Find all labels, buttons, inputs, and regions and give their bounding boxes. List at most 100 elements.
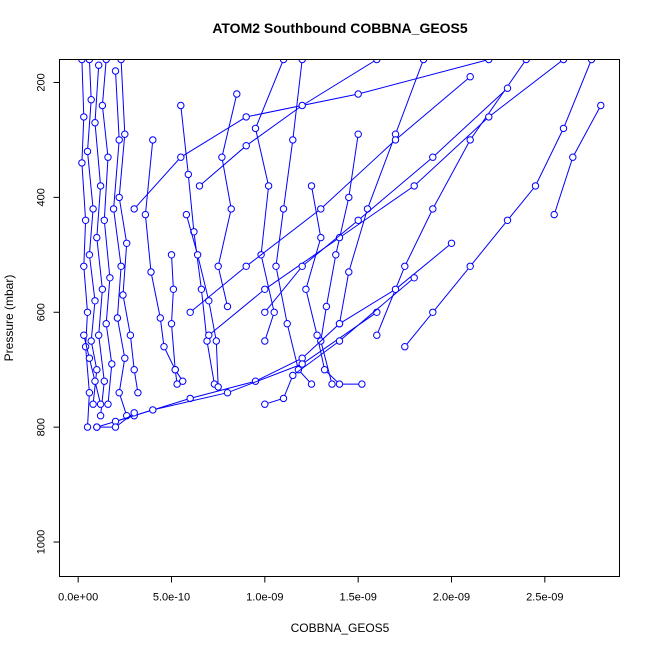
data-point xyxy=(113,314,122,322)
data-point xyxy=(317,205,325,213)
data-point xyxy=(197,285,206,293)
data-point xyxy=(121,354,129,362)
series-14 xyxy=(302,182,366,388)
data-point xyxy=(354,216,362,225)
data-point xyxy=(485,113,493,121)
data-point xyxy=(96,412,105,420)
data-point xyxy=(429,205,437,213)
data-point xyxy=(80,113,88,121)
data-point xyxy=(109,205,118,213)
data-point xyxy=(503,84,512,92)
data-point xyxy=(223,302,232,311)
data-point xyxy=(91,119,99,127)
data-point xyxy=(182,210,191,219)
data-point xyxy=(119,291,127,299)
data-point xyxy=(373,59,381,64)
series-line xyxy=(404,59,592,348)
data-point xyxy=(328,380,336,388)
data-point xyxy=(169,285,178,293)
series-10 xyxy=(182,210,222,391)
data-point xyxy=(106,274,114,282)
data-point xyxy=(335,233,344,242)
data-point xyxy=(96,400,105,408)
series-line xyxy=(275,59,312,385)
data-point xyxy=(279,205,288,213)
data-point xyxy=(401,262,409,270)
data-point xyxy=(345,268,353,276)
chart-title: ATOM2 Southbound COBBNA_GEOS5 xyxy=(212,20,468,36)
series-line xyxy=(101,59,113,405)
series-29 xyxy=(80,331,105,408)
data-point xyxy=(597,101,605,110)
series-23 xyxy=(186,73,474,316)
y-tick-label: 600 xyxy=(36,303,48,321)
data-point xyxy=(149,406,157,414)
data-point xyxy=(83,147,92,156)
data-point xyxy=(78,159,86,167)
data-point xyxy=(466,73,474,81)
data-point xyxy=(279,59,288,64)
series-line xyxy=(199,59,378,187)
data-point xyxy=(89,205,97,213)
data-point xyxy=(115,193,123,202)
data-point xyxy=(242,142,250,150)
data-point xyxy=(212,337,221,345)
data-point xyxy=(177,153,185,161)
data-point xyxy=(223,389,232,397)
data-point xyxy=(149,136,157,144)
data-point xyxy=(193,251,202,259)
series-27 xyxy=(261,274,418,408)
data-point xyxy=(184,170,193,179)
series-15 xyxy=(317,130,362,388)
y-axis-label: Pressure (mbar) xyxy=(2,275,16,362)
data-point xyxy=(179,377,187,385)
data-point xyxy=(98,285,107,293)
data-point xyxy=(298,360,306,368)
data-point xyxy=(294,366,303,374)
data-point xyxy=(111,423,120,431)
data-point xyxy=(335,320,344,328)
data-point xyxy=(302,285,310,293)
series-line xyxy=(376,59,527,336)
data-point xyxy=(78,59,86,64)
plot-area xyxy=(78,59,605,431)
data-point xyxy=(391,285,400,293)
series-11 xyxy=(214,90,241,311)
data-point xyxy=(89,400,97,408)
data-point xyxy=(186,308,194,316)
data-point xyxy=(559,59,568,64)
series-line xyxy=(553,105,602,215)
series-12 xyxy=(251,59,288,345)
x-tick-label: 2.0e-09 xyxy=(433,592,470,604)
data-point xyxy=(358,380,366,388)
series-22 xyxy=(195,59,381,190)
data-point xyxy=(173,380,181,388)
data-point xyxy=(298,101,306,110)
series-line xyxy=(94,65,105,416)
data-point xyxy=(261,400,269,408)
data-point xyxy=(102,59,110,64)
data-point xyxy=(354,130,362,138)
data-point xyxy=(298,262,306,270)
data-point xyxy=(205,331,213,339)
series-line xyxy=(180,105,215,385)
y-tick-label: 800 xyxy=(36,418,48,436)
data-point xyxy=(251,124,260,133)
data-point xyxy=(108,360,116,368)
series-line xyxy=(254,59,284,342)
data-point xyxy=(87,337,95,345)
data-point xyxy=(80,331,88,339)
data-point xyxy=(322,302,331,311)
data-point xyxy=(332,251,340,259)
data-point xyxy=(147,268,155,276)
series-line xyxy=(264,87,508,313)
data-point xyxy=(91,377,99,385)
data-point xyxy=(401,343,409,351)
data-point xyxy=(279,394,288,403)
data-point xyxy=(391,136,400,144)
series-6 xyxy=(115,59,142,397)
data-point xyxy=(104,400,112,408)
data-point xyxy=(313,331,321,339)
data-point xyxy=(503,216,512,225)
